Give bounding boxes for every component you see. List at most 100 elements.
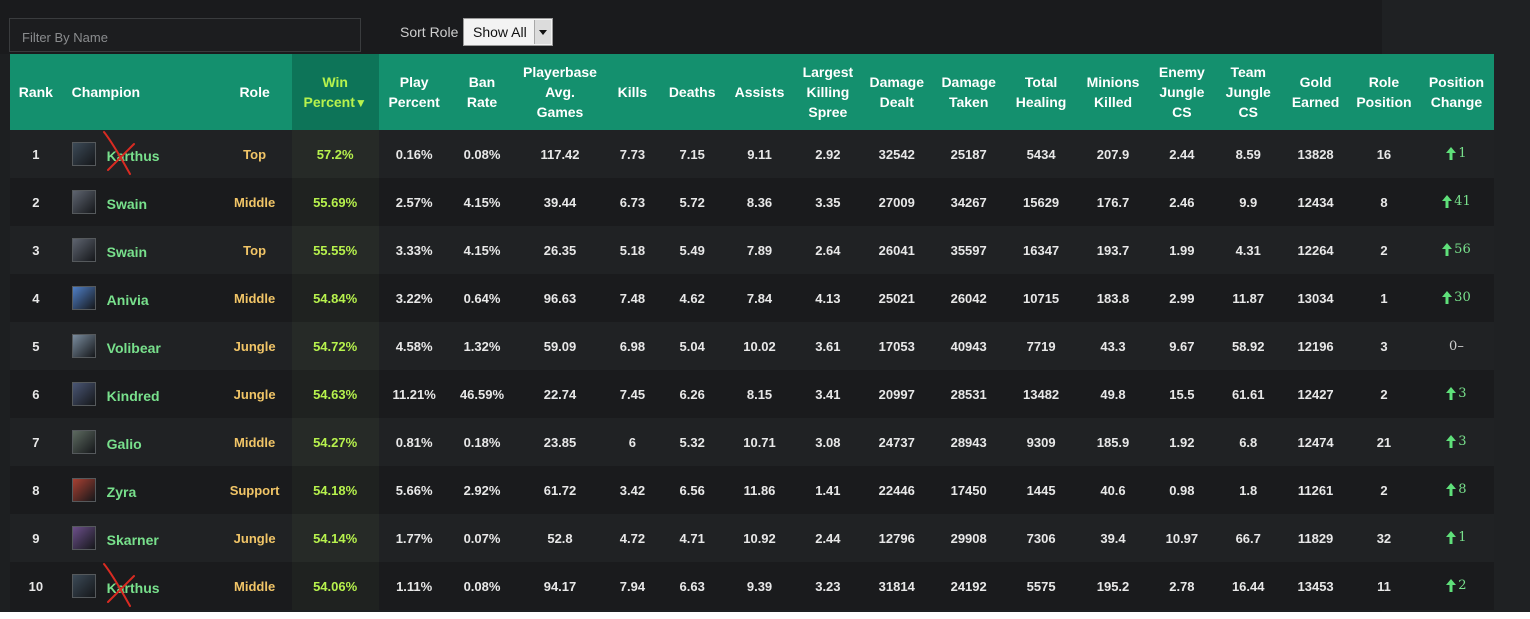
rank-cell: 2 — [10, 178, 62, 226]
arrow-up-icon — [1446, 578, 1457, 592]
position-change-indicator: 30 — [1442, 290, 1471, 305]
enemy-jungle-cs-cell: 0.98 — [1149, 466, 1215, 514]
deaths-cell: 4.71 — [659, 514, 726, 562]
champion-name-link[interactable]: Zyra — [106, 484, 137, 500]
champion-name-link[interactable]: Kindred — [106, 388, 160, 404]
position-change-cell: 3 — [1418, 418, 1494, 466]
col-header-champion[interactable]: Champion — [61, 54, 218, 130]
position-change-value: 41 — [1454, 193, 1471, 209]
damage-dealt-cell: 22446 — [861, 466, 932, 514]
filter-by-name-input[interactable] — [9, 18, 361, 52]
col-header-damage-taken[interactable]: Damage Taken — [931, 54, 1006, 130]
team-jungle-cs-cell: 11.87 — [1214, 274, 1283, 322]
col-header-damage-dealt[interactable]: Damage Dealt — [861, 54, 932, 130]
minions-killed-cell: 176.7 — [1076, 178, 1150, 226]
enemy-jungle-cs-cell: 2.46 — [1149, 178, 1215, 226]
champion-name-link[interactable]: Galio — [106, 436, 142, 452]
total-healing-cell: 15629 — [1005, 178, 1077, 226]
enemy-jungle-cs-cell: 1.99 — [1149, 226, 1215, 274]
table-row[interactable]: 8 Zyra Support 54.18% 5.66% 2.92% 61.72 3.42 6.5… — [10, 466, 1494, 514]
table-row[interactable]: 5 Volibear Jungle 54.72% 4.58% 1.32% 59.09 6.98… — [10, 322, 1494, 370]
damage-dealt-cell: 31814 — [861, 562, 932, 610]
total-healing-cell: 1445 — [1005, 466, 1077, 514]
damage-dealt-cell: 20997 — [861, 370, 932, 418]
ban-rate-cell: 46.59% — [449, 370, 515, 418]
position-change-indicator: 41 — [1442, 194, 1471, 209]
rank-cell: 9 — [10, 514, 62, 562]
table-row[interactable]: 2 Swain Middle 55.69% 2.57% 4.15% 39.44 6.73 5.7… — [10, 178, 1494, 226]
col-header-minions-killed[interactable]: Minions Killed — [1076, 54, 1150, 130]
col-header-ban-rate[interactable]: Ban Rate — [449, 54, 515, 130]
gold-earned-cell: 11261 — [1282, 466, 1349, 514]
avg-games-cell: 117.42 — [514, 130, 606, 178]
champion-name-link[interactable]: Karthus — [106, 580, 160, 596]
col-header-deaths[interactable]: Deaths — [659, 54, 726, 130]
kills-cell: 7.48 — [605, 274, 660, 322]
table-row[interactable]: 6 Kindred Jungle 54.63% 11.21% 46.59% 22.74 7.4… — [10, 370, 1494, 418]
champion-name-link[interactable]: Swain — [106, 196, 148, 212]
role-cell: Jungle — [217, 370, 292, 418]
position-change-value: 56 — [1454, 241, 1471, 257]
champion-info: Zyra — [71, 478, 216, 502]
enemy-jungle-cs-cell: 15.5 — [1149, 370, 1215, 418]
enemy-jungle-cs-cell: 2.44 — [1149, 130, 1215, 178]
play-percent-cell: 0.16% — [378, 130, 450, 178]
col-header-win-percent[interactable]: Win Percent▼ — [291, 54, 379, 130]
role-position-cell: 8 — [1349, 178, 1419, 226]
gold-earned-cell: 13034 — [1282, 274, 1349, 322]
col-header-rank[interactable]: Rank — [10, 54, 62, 130]
col-header-play-percent[interactable]: Play Percent — [378, 54, 450, 130]
ban-rate-cell: 0.08% — [449, 130, 515, 178]
col-header-total-healing[interactable]: Total Healing — [1005, 54, 1077, 130]
win-percent-cell: 54.84% — [291, 274, 379, 322]
champion-cell: Swain — [61, 178, 218, 226]
play-percent-cell: 3.22% — [378, 274, 450, 322]
position-change-value: 1 — [1458, 529, 1467, 545]
table-row[interactable]: 9 Skarner Jungle 54.14% 1.77% 0.07% 52.8 4.72 4.… — [10, 514, 1494, 562]
position-change-value: 30 — [1454, 289, 1471, 305]
deaths-cell: 6.26 — [659, 370, 726, 418]
position-change-indicator: 3 — [1446, 386, 1467, 401]
table-row[interactable]: 10 Karthus Middle 54.06% 1.11% 0.08% 94.17 7.94… — [10, 562, 1494, 610]
col-header-position-change[interactable]: Position Change — [1418, 54, 1494, 130]
position-change-value: 0– — [1449, 339, 1464, 354]
champion-name-link[interactable]: Volibear — [106, 340, 161, 356]
kills-cell: 3.42 — [605, 466, 660, 514]
rank-cell: 8 — [10, 466, 62, 514]
table-row[interactable]: 1 Karthus Top 57.2% 0.16% 0.08% 117.42 7.73 7.15… — [10, 130, 1494, 178]
sort-role-select[interactable]: Show All — [463, 18, 553, 46]
table-row[interactable]: 3 Swain Top 55.55% 3.33% 4.15% 26.35 5.18 5.49 7.… — [10, 226, 1494, 274]
col-header-team-jungle-cs[interactable]: Team Jungle CS — [1214, 54, 1283, 130]
champion-name-link[interactable]: Skarner — [106, 532, 159, 548]
chevron-down-icon[interactable] — [534, 20, 551, 44]
col-header-playerbase-avg-games[interactable]: Playerbase Avg. Games — [514, 54, 606, 130]
col-header-kills[interactable]: Kills — [605, 54, 660, 130]
col-header-assists[interactable]: Assists — [725, 54, 794, 130]
deaths-cell: 5.72 — [659, 178, 726, 226]
champion-portrait — [71, 430, 96, 454]
col-header-role[interactable]: Role — [217, 54, 292, 130]
champion-name-link[interactable]: Swain — [106, 244, 148, 260]
champion-name-link[interactable]: Anivia — [106, 292, 149, 308]
killing-spree-cell: 2.64 — [793, 226, 862, 274]
champion-cell: Volibear — [61, 322, 218, 370]
position-change-cell: 1 — [1418, 130, 1494, 178]
col-header-enemy-jungle-cs[interactable]: Enemy Jungle CS — [1149, 54, 1215, 130]
killing-spree-cell: 4.13 — [793, 274, 862, 322]
role-position-cell: 1 — [1349, 274, 1419, 322]
ban-rate-cell: 0.18% — [449, 418, 515, 466]
team-jungle-cs-cell: 58.92 — [1214, 322, 1283, 370]
avg-games-cell: 39.44 — [514, 178, 606, 226]
table-row[interactable]: 7 Galio Middle 54.27% 0.81% 0.18% 23.85 6 5.32 10… — [10, 418, 1494, 466]
arrow-up-icon — [1446, 146, 1457, 160]
role-cell: Middle — [217, 562, 292, 610]
table-row[interactable]: 4 Anivia Middle 54.84% 3.22% 0.64% 96.63 7.48 4.… — [10, 274, 1494, 322]
enemy-jungle-cs-cell: 1.92 — [1149, 418, 1215, 466]
role-cell: Middle — [217, 418, 292, 466]
col-header-gold-earned[interactable]: Gold Earned — [1282, 54, 1349, 130]
col-header-role-position[interactable]: Role Position — [1349, 54, 1419, 130]
ban-rate-cell: 0.08% — [449, 562, 515, 610]
champion-name-link[interactable]: Karthus — [106, 148, 160, 164]
col-header-largest-killing-spree[interactable]: Largest Killing Spree — [793, 54, 862, 130]
role-position-cell: 32 — [1349, 514, 1419, 562]
